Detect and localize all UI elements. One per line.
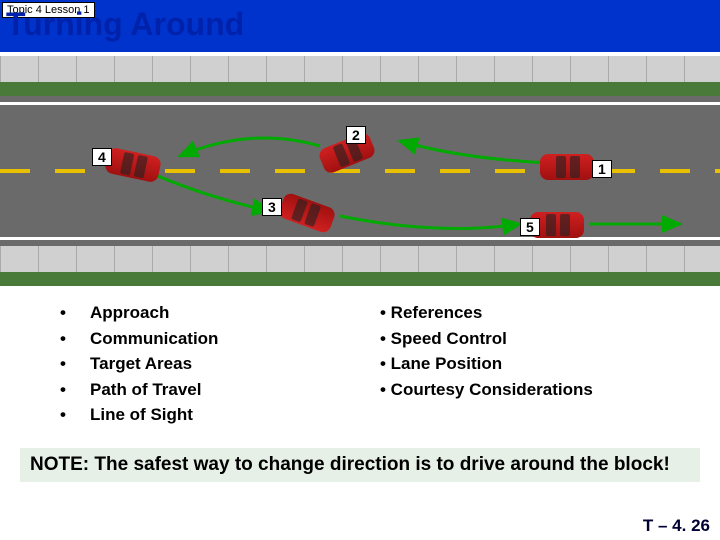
list-item: • Speed Control [380, 326, 593, 352]
title-banner: Topic 4 Lesson 1 Turning Around [0, 0, 720, 52]
bullet-icon: • [60, 402, 66, 428]
list-item: • Path of Travel [90, 377, 340, 403]
road: 1 2 3 4 5 [0, 96, 720, 246]
list-right: • References• Speed Control• Lane Positi… [340, 300, 593, 428]
arrow-3-5 [340, 216, 520, 229]
grass-bottom [0, 272, 720, 286]
page-title: Turning Around [6, 6, 244, 43]
list-item: • Line of Sight [90, 402, 340, 428]
car-label-1: 1 [592, 160, 612, 178]
list-item: • Communication [90, 326, 340, 352]
road-diagram: 1 2 3 4 5 [0, 56, 720, 286]
page-number: T – 4. 26 [643, 516, 710, 536]
sidewalk-top [0, 56, 720, 82]
bullet-icon: • [60, 300, 66, 326]
list-item: • Approach [90, 300, 340, 326]
bullet-lists: • Approach• Communication• Target Areas•… [0, 300, 720, 428]
list-item: • Lane Position [380, 351, 593, 377]
car-label-2: 2 [346, 126, 366, 144]
list-item: • References [380, 300, 593, 326]
car-label-4: 4 [92, 148, 112, 166]
note-box: NOTE: The safest way to change direction… [20, 448, 700, 482]
car-label-5: 5 [520, 218, 540, 236]
list-item: • Target Areas [90, 351, 340, 377]
arrow-4-3 [140, 168, 270, 211]
bullet-icon: • [60, 377, 66, 403]
grass-top [0, 82, 720, 96]
arrow-2-4 [180, 138, 320, 156]
sidewalk-bottom [0, 246, 720, 272]
bullet-icon: • [60, 351, 66, 377]
list-item: • Courtesy Considerations [380, 377, 593, 403]
list-left: • Approach• Communication• Target Areas•… [0, 300, 340, 428]
bullet-icon: • [60, 326, 66, 352]
car-label-3: 3 [262, 198, 282, 216]
car-1 [540, 154, 594, 180]
